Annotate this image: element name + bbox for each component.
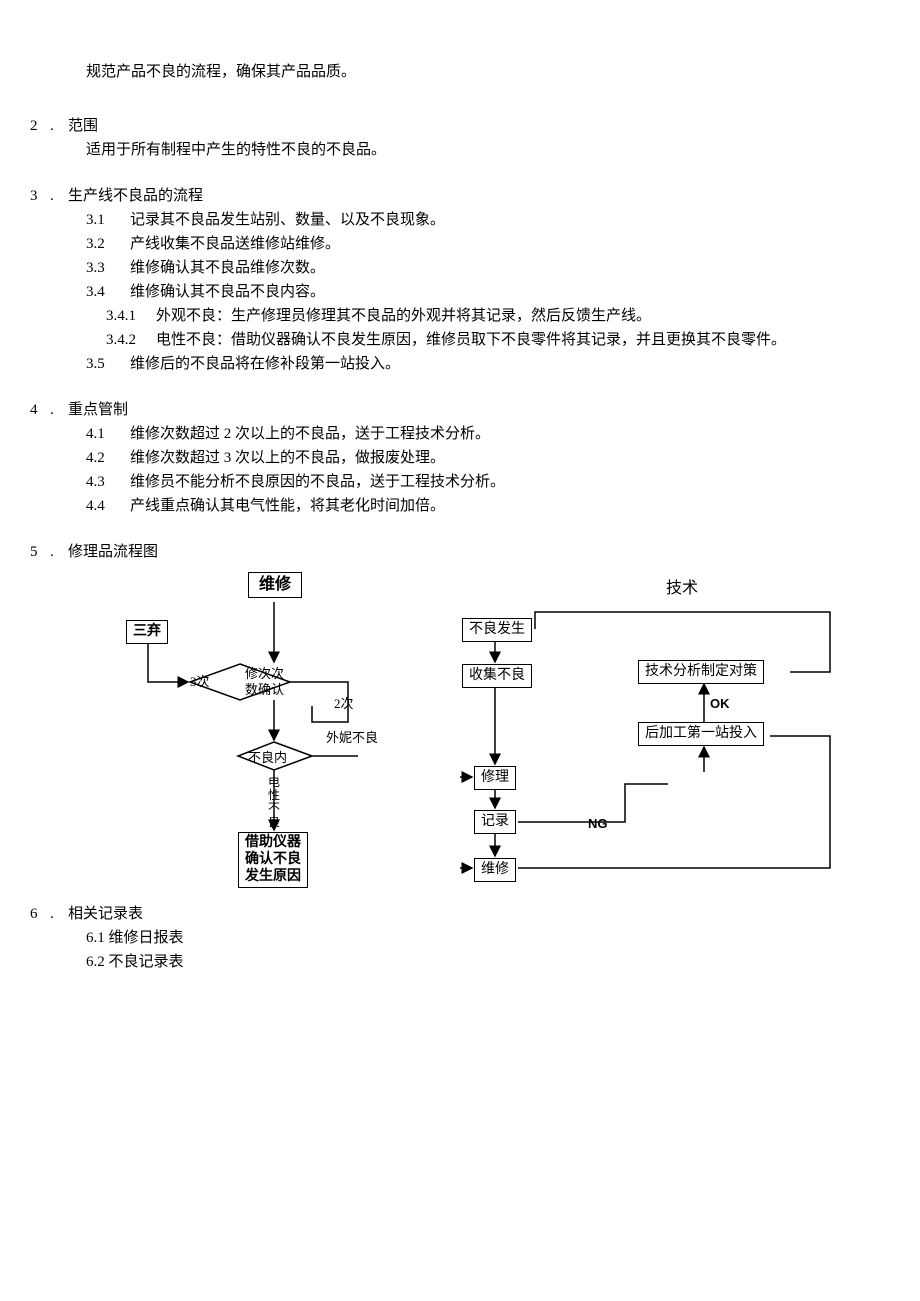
sub-txt: 维修确认其不良品不良内容。: [130, 280, 325, 304]
sec-title: 范围: [68, 114, 98, 138]
flow-defect-in: 不良内: [248, 748, 287, 769]
flow-ng: NG: [588, 814, 608, 835]
sub-txt: 产线收集不良品送维修站维修。: [130, 232, 340, 256]
section-6-head: 6 . 相关记录表: [30, 902, 890, 926]
sec-num: 4: [30, 398, 50, 422]
sub-txt: 产线重点确认其电气性能，将其老化时间加倍。: [130, 494, 445, 518]
sub-txt: 维修后的不良品将在修补段第一站投入。: [130, 352, 400, 376]
section-3-head: 3 . 生产线不良品的流程: [30, 184, 890, 208]
item-4-4: 4.4产线重点确认其电气性能，将其老化时间加倍。: [86, 494, 890, 518]
flow-hdr-tech: 技术: [666, 576, 698, 602]
sec-dot: .: [50, 114, 68, 138]
flow-first-station: 后加工第一站投入: [638, 722, 764, 746]
sec-num: 6: [30, 902, 50, 926]
sub-num: 3.1: [86, 208, 130, 232]
sec-title: 生产线不良品的流程: [68, 184, 203, 208]
item-6-2: 6.2 不良记录表: [86, 950, 890, 974]
section-4-head: 4 . 重点管制: [30, 398, 890, 422]
sub-num: 3.2: [86, 232, 130, 256]
sec-dot: .: [50, 902, 68, 926]
sub-num: 4.1: [86, 422, 130, 446]
item-6-1: 6.1 维修日报表: [86, 926, 890, 950]
sub-txt: 外观不良：生产修理员修理其不良品的外观并将其记录，然后反馈生产线。: [156, 304, 651, 328]
sub-num: 3.5: [86, 352, 130, 376]
sec-dot: .: [50, 184, 68, 208]
flow-electrical: 电 性 不 良: [268, 776, 280, 829]
flow-maintain: 维修: [474, 858, 516, 882]
flow-3times: 3次: [190, 672, 210, 693]
flow-2times: 2次: [334, 694, 354, 715]
sub-txt: 记录其不良品发生站别、数量、以及不良现象。: [130, 208, 445, 232]
sub-txt: 电性不良：借助仪器确认不良发生原因，维修员取下不良零件将其记录，并且更换其不良零…: [156, 328, 786, 352]
sub-num: 6.2: [86, 950, 105, 974]
sub-num: 4.3: [86, 470, 130, 494]
flow-record: 记录: [474, 810, 516, 834]
flow-collect: 收集不良: [462, 664, 532, 688]
sub-txt: 维修员不能分析不良原因的不良品，送于工程技术分析。: [130, 470, 505, 494]
flow-hdr-repair: 维修: [248, 572, 302, 598]
flow-instrument: 借助仪器 确认不良 发生原因: [238, 832, 308, 888]
sub-num: 3.4: [86, 280, 130, 304]
flow-repair: 修理: [474, 766, 516, 790]
sec-dot: .: [50, 540, 68, 564]
flow-defect-occur: 不良发生: [462, 618, 532, 642]
flow-ok: OK: [710, 694, 730, 715]
section-5-head: 5 . 修理品流程图: [30, 540, 890, 564]
flow-discard: 三弃: [126, 620, 168, 644]
item-3-3: 3.3维修确认其不良品维修次数。: [86, 256, 890, 280]
sub-num: 3.4.1: [106, 304, 156, 328]
item-3-5: 3.5维修后的不良品将在修补段第一站投入。: [86, 352, 890, 376]
sec-num: 5: [30, 540, 50, 564]
sub-txt: 不良记录表: [109, 950, 184, 974]
flow-tech-analysis: 技术分析制定对策: [638, 660, 764, 684]
intro-text: 规范产品不良的流程，确保其产品品质。: [86, 60, 890, 84]
flowchart: 维修 技术 三弃 3次 修次次 数确认 2次 不良内 外妮不良 电 性 不 良 …: [90, 572, 920, 902]
item-4-1: 4.1维修次数超过 2 次以上的不良品，送于工程技术分析。: [86, 422, 890, 446]
sub-num: 6.1: [86, 926, 105, 950]
sub-txt: 维修日报表: [109, 926, 184, 950]
item-4-3: 4.3维修员不能分析不良原因的不良品，送于工程技术分析。: [86, 470, 890, 494]
sec-num: 3: [30, 184, 50, 208]
sec-dot: .: [50, 398, 68, 422]
sub-txt: 维修次数超过 2 次以上的不良品，送于工程技术分析。: [130, 422, 490, 446]
item-4-2: 4.2维修次数超过 3 次以上的不良品，做报废处理。: [86, 446, 890, 470]
item-3-4-1: 3.4.1外观不良：生产修理员修理其不良品的外观并将其记录，然后反馈生产线。: [106, 304, 890, 328]
sub-txt: 维修次数超过 3 次以上的不良品，做报废处理。: [130, 446, 445, 470]
flow-confirm-count: 修次次 数确认: [245, 666, 284, 697]
sec-title: 修理品流程图: [68, 540, 158, 564]
sub-txt: 维修确认其不良品维修次数。: [130, 256, 325, 280]
sub-num: 4.2: [86, 446, 130, 470]
section-2-body: 适用于所有制程中产生的特性不良的不良品。: [86, 138, 890, 162]
sec-num: 2: [30, 114, 50, 138]
sub-num: 3.4.2: [106, 328, 156, 352]
item-3-2: 3.2产线收集不良品送维修站维修。: [86, 232, 890, 256]
sub-num: 3.3: [86, 256, 130, 280]
sec-title: 重点管制: [68, 398, 128, 422]
item-3-4: 3.4维修确认其不良品不良内容。: [86, 280, 890, 304]
flow-appearance: 外妮不良: [326, 728, 378, 749]
section-2-head: 2 . 范围: [30, 114, 890, 138]
item-3-4-2: 3.4.2电性不良：借助仪器确认不良发生原因，维修员取下不良零件将其记录，并且更…: [106, 328, 890, 352]
item-3-1: 3.1记录其不良品发生站别、数量、以及不良现象。: [86, 208, 890, 232]
sub-num: 4.4: [86, 494, 130, 518]
sec-title: 相关记录表: [68, 902, 143, 926]
